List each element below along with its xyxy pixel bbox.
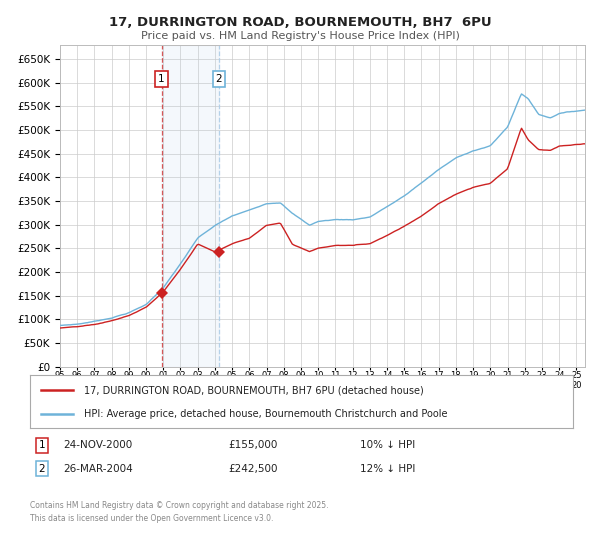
Text: 2: 2	[215, 73, 222, 83]
Text: Contains HM Land Registry data © Crown copyright and database right 2025.
This d: Contains HM Land Registry data © Crown c…	[30, 501, 329, 522]
Text: £242,500: £242,500	[228, 464, 277, 474]
Text: 10% ↓ HPI: 10% ↓ HPI	[360, 440, 415, 450]
Text: 2: 2	[38, 464, 46, 474]
Text: £155,000: £155,000	[228, 440, 277, 450]
Text: 1: 1	[38, 440, 46, 450]
Text: 17, DURRINGTON ROAD, BOURNEMOUTH, BH7  6PU: 17, DURRINGTON ROAD, BOURNEMOUTH, BH7 6P…	[109, 16, 491, 29]
Text: 1: 1	[158, 73, 165, 83]
Text: HPI: Average price, detached house, Bournemouth Christchurch and Poole: HPI: Average price, detached house, Bour…	[85, 408, 448, 418]
Text: 17, DURRINGTON ROAD, BOURNEMOUTH, BH7 6PU (detached house): 17, DURRINGTON ROAD, BOURNEMOUTH, BH7 6P…	[85, 385, 424, 395]
Text: 12% ↓ HPI: 12% ↓ HPI	[360, 464, 415, 474]
Text: 24-NOV-2000: 24-NOV-2000	[63, 440, 132, 450]
Bar	[161, 45, 219, 367]
Text: Price paid vs. HM Land Registry's House Price Index (HPI): Price paid vs. HM Land Registry's House …	[140, 31, 460, 41]
Text: 26-MAR-2004: 26-MAR-2004	[63, 464, 133, 474]
